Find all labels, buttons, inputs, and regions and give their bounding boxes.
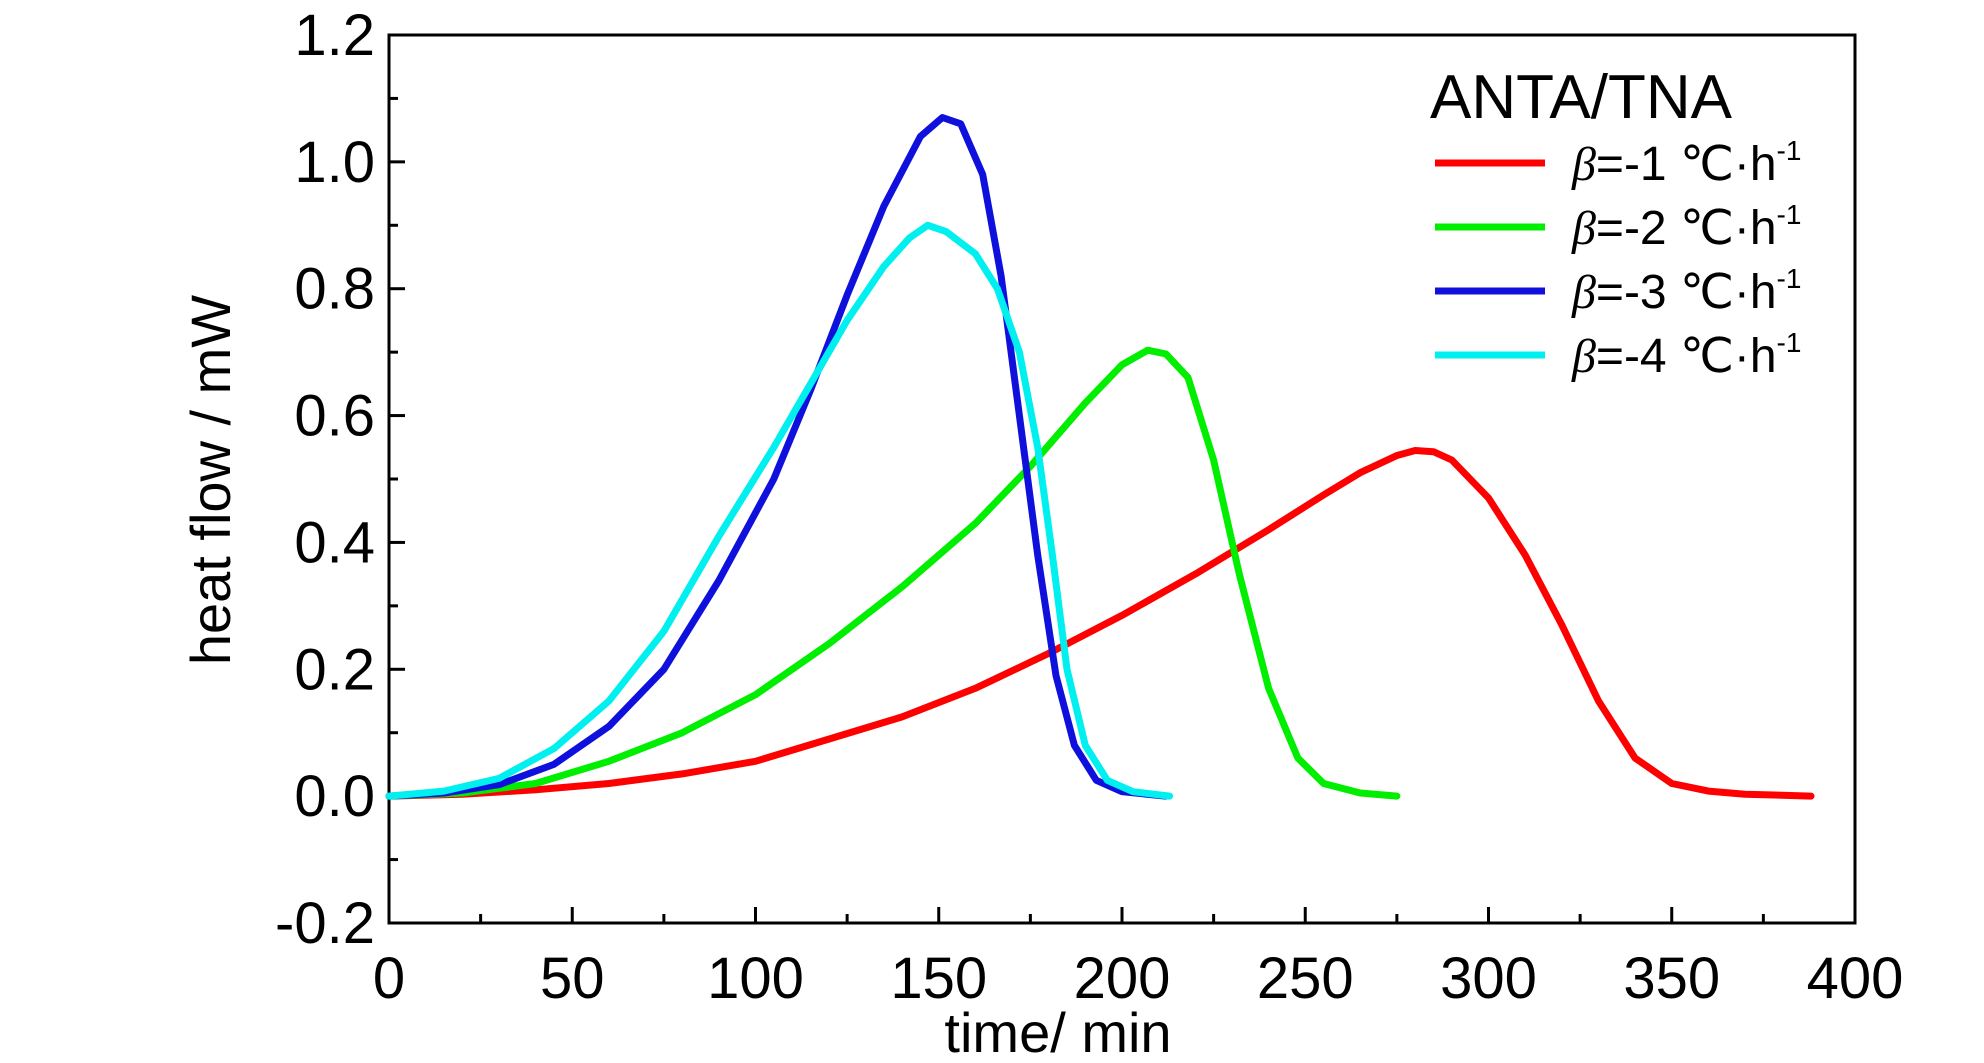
- legend-beta-symbol: β: [1571, 266, 1596, 319]
- legend-entry-text: =-3 ℃·h: [1596, 266, 1777, 319]
- x-tick-label: 300: [1440, 946, 1537, 1011]
- legend-beta-symbol: β: [1571, 202, 1596, 255]
- x-axis-title: time/ min: [944, 1001, 1171, 1063]
- legend-entry-1: β=-1 ℃·h-1: [1571, 135, 1801, 191]
- legend-entry-superscript: -1: [1777, 199, 1802, 230]
- y-tick-label: 1.0: [294, 130, 375, 195]
- legend-entry-superscript: -1: [1777, 327, 1802, 358]
- y-tick-label: 0.6: [294, 384, 375, 449]
- y-tick-label: 1.2: [294, 3, 375, 68]
- x-tick-label: 350: [1623, 946, 1720, 1011]
- legend-title: ANTA/TNA: [1430, 63, 1733, 132]
- legend-entry-2: β=-2 ℃·h-1: [1571, 199, 1801, 255]
- legend-entry-superscript: -1: [1777, 135, 1802, 166]
- x-tick-label: 400: [1807, 946, 1904, 1011]
- y-tick-label: 0.2: [294, 637, 375, 702]
- legend-entry-4: β=-4 ℃·h-1: [1571, 327, 1801, 383]
- legend-beta-symbol: β: [1571, 138, 1596, 191]
- x-tick-label: 0: [373, 946, 405, 1011]
- x-tick-label: 250: [1257, 946, 1354, 1011]
- y-tick-label: 0.8: [294, 257, 375, 322]
- legend-entry-text: =-1 ℃·h: [1596, 138, 1777, 191]
- ticks: 0 50 100 150 200 250 300 350 400 -0.2 0.0 0.2 0.4 0.6…: [275, 3, 1903, 1011]
- x-tick-label: 50: [540, 946, 605, 1011]
- x-tick-label: 100: [707, 946, 804, 1011]
- legend: ANTA/TNA β=-1 ℃·h-1β=-2 ℃·h-1β=-3 ℃·h-1β…: [1430, 63, 1801, 383]
- x-tick-label: 150: [890, 946, 987, 1011]
- series-lines: [385, 114, 1815, 800]
- y-tick-label: 0.4: [294, 510, 375, 575]
- legend-entry-superscript: -1: [1777, 263, 1802, 294]
- series-line-2: [385, 346, 1401, 800]
- legend-entry-text: =-4 ℃·h: [1596, 330, 1777, 383]
- y-tick-label: 0.0: [294, 764, 375, 829]
- series-line-3: [385, 114, 1170, 800]
- y-axis-title: heat flow / mW: [179, 295, 242, 665]
- legend-entry-3: β=-3 ℃·h-1: [1571, 263, 1801, 319]
- x-tick-label: 200: [1074, 946, 1171, 1011]
- y-tick-label: -0.2: [275, 891, 375, 956]
- legend-beta-symbol: β: [1571, 330, 1596, 383]
- series-line-4: [385, 221, 1174, 800]
- legend-entry-text: =-2 ℃·h: [1596, 202, 1777, 255]
- series-line-1: [385, 447, 1815, 800]
